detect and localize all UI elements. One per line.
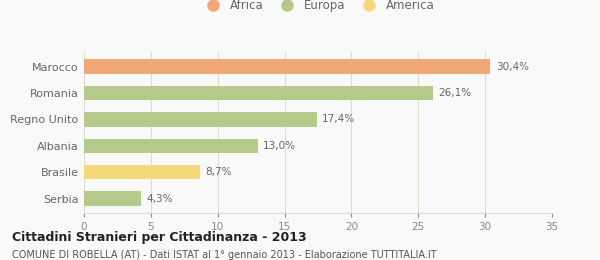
Text: 30,4%: 30,4% (496, 62, 529, 72)
Bar (84, 139, 258, 153)
Bar (84, 112, 317, 127)
Text: 4,3%: 4,3% (147, 194, 173, 204)
Text: 17,4%: 17,4% (322, 114, 355, 124)
Text: 8,7%: 8,7% (206, 167, 232, 177)
Bar (84, 86, 433, 100)
Bar (84, 59, 490, 74)
Text: 13,0%: 13,0% (263, 141, 296, 151)
Text: COMUNE DI ROBELLA (AT) - Dati ISTAT al 1° gennaio 2013 - Elaborazione TUTTITALIA: COMUNE DI ROBELLA (AT) - Dati ISTAT al 1… (12, 250, 437, 259)
Bar (84, 191, 142, 206)
Legend: Africa, Europa, America: Africa, Europa, America (199, 0, 437, 14)
Bar (84, 165, 200, 179)
Text: 26,1%: 26,1% (439, 88, 472, 98)
Text: Cittadini Stranieri per Cittadinanza - 2013: Cittadini Stranieri per Cittadinanza - 2… (12, 231, 307, 244)
